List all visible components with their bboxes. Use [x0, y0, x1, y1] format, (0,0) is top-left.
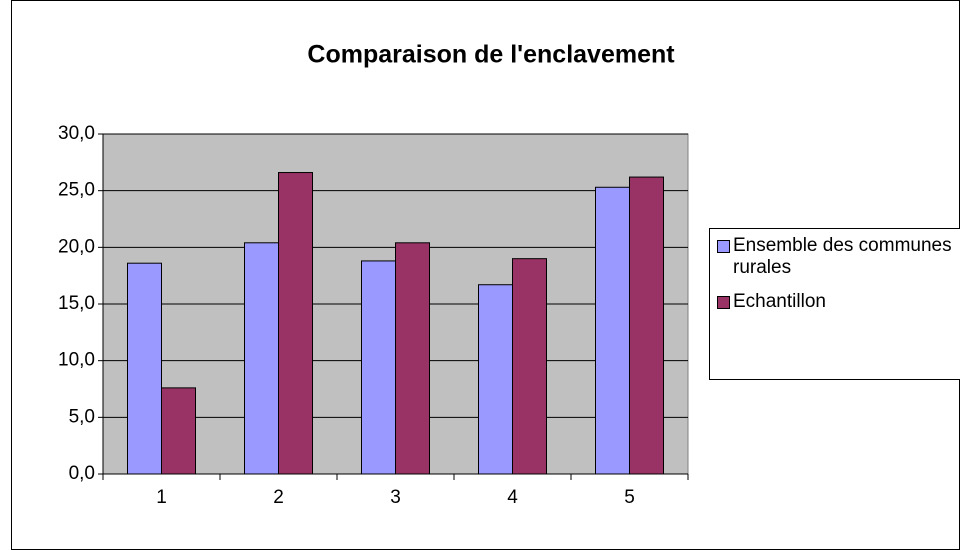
- legend-entry: Echantillon: [714, 291, 956, 313]
- bar: [629, 176, 664, 475]
- legend-label: Echantillon: [733, 291, 826, 312]
- x-tick-label: 4: [507, 487, 518, 508]
- y-tick-label: 5,0: [69, 406, 95, 427]
- bar: [127, 262, 162, 475]
- x-tick-label: 1: [156, 487, 167, 508]
- x-tick-label: 2: [273, 487, 284, 508]
- bar: [512, 258, 547, 475]
- bar: [361, 260, 396, 475]
- bar: [395, 242, 430, 475]
- x-tick-label: 3: [390, 487, 401, 508]
- bar: [244, 242, 279, 475]
- legend: Ensemble des communes rurales Echantillon: [709, 228, 960, 380]
- bar: [278, 172, 313, 475]
- bar: [478, 284, 513, 475]
- legend-swatch: [717, 240, 730, 253]
- x-tick-label: 5: [624, 487, 635, 508]
- y-tick-label: 25,0: [58, 180, 95, 201]
- chart-title: Comparaison de l'enclavement: [307, 41, 675, 69]
- legend-label: Ensemble des communes rurales: [733, 235, 952, 278]
- legend-swatch: [717, 296, 730, 309]
- bar: [595, 186, 630, 475]
- y-tick-label: 15,0: [58, 293, 95, 314]
- bar: [161, 387, 196, 475]
- y-tick-label: 30,0: [58, 123, 95, 144]
- y-tick-label: 0,0: [69, 463, 95, 484]
- legend-entry: Ensemble des communes rurales: [714, 235, 956, 279]
- y-tick-label: 20,0: [58, 236, 95, 257]
- y-tick-label: 10,0: [58, 350, 95, 371]
